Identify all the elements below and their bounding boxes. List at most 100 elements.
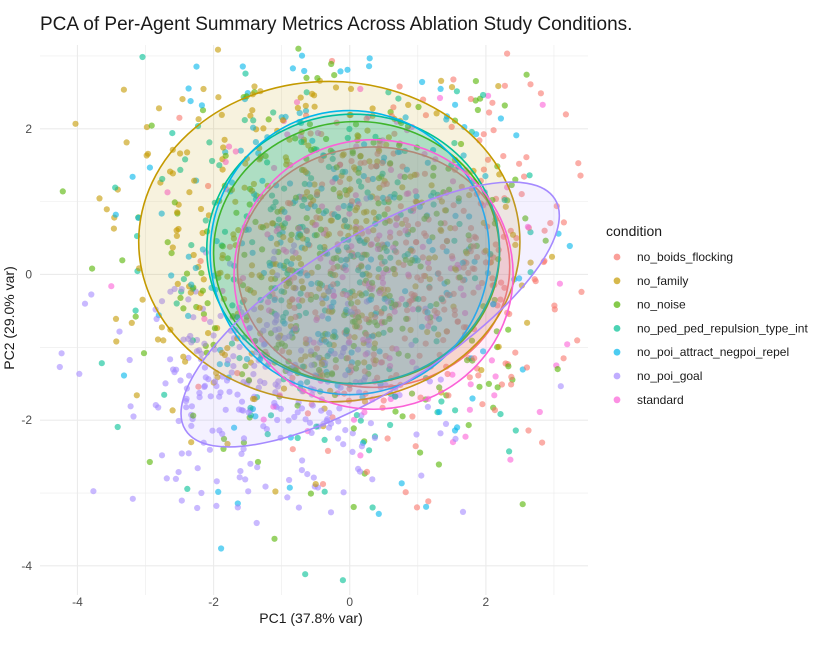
scatter-point: [539, 101, 546, 108]
scatter-point: [577, 172, 584, 179]
scatter-point: [112, 315, 120, 322]
scatter-point: [326, 424, 333, 431]
legend-label-no-family: no_family: [637, 274, 688, 288]
scatter-point: [444, 278, 451, 285]
scatter-point: [220, 144, 227, 151]
scatter-point: [433, 338, 440, 345]
scatter-point: [464, 357, 471, 364]
y-tick-label: 0: [25, 267, 32, 281]
scatter-point: [281, 208, 288, 215]
scatter-point: [379, 279, 387, 287]
scatter-point: [240, 446, 247, 453]
scatter-point: [184, 485, 191, 492]
scatter-point: [303, 215, 310, 222]
x-tick-label: 0: [346, 595, 353, 609]
scatter-point: [288, 231, 295, 238]
scatter-point: [262, 153, 269, 160]
scatter-point: [164, 189, 171, 196]
scatter-point: [209, 427, 216, 434]
scatter-point: [369, 333, 376, 340]
scatter-point: [391, 271, 399, 278]
scatter-point: [325, 231, 332, 238]
scatter-point: [168, 250, 175, 257]
scatter-point: [295, 45, 302, 52]
scatter-point: [192, 264, 199, 272]
scatter-point: [435, 461, 442, 468]
scatter-point: [210, 341, 217, 348]
scatter-point: [363, 115, 370, 122]
scatter-point: [294, 409, 301, 416]
scatter-point: [281, 320, 288, 327]
scatter-point: [202, 374, 209, 381]
scatter-point: [302, 102, 309, 109]
scatter-point: [264, 159, 271, 166]
scatter-point: [516, 160, 523, 167]
scatter-point: [267, 206, 274, 213]
scatter-point: [301, 245, 308, 252]
scatter-point: [217, 389, 224, 396]
scatter-point: [329, 414, 336, 421]
scatter-point: [177, 294, 184, 301]
scatter-point: [395, 95, 402, 102]
scatter-point: [123, 139, 130, 146]
scatter-point: [284, 215, 291, 222]
scatter-point: [279, 117, 286, 124]
scatter-point: [139, 53, 146, 61]
scatter-point: [250, 117, 257, 124]
scatter-point: [407, 173, 414, 180]
scatter-point: [452, 407, 459, 414]
scatter-point: [205, 182, 212, 190]
scatter-point: [353, 204, 361, 211]
scatter-point: [219, 349, 226, 356]
scatter-point: [164, 239, 171, 246]
scatter-point: [323, 135, 330, 143]
scatter-point: [365, 364, 373, 371]
scatter-point: [390, 104, 397, 111]
scatter-point: [330, 255, 337, 262]
scatter-point: [239, 371, 246, 378]
scatter-point: [507, 456, 514, 463]
scatter-point: [195, 116, 202, 123]
scatter-point: [254, 458, 262, 466]
scatter-point: [363, 236, 370, 243]
scatter-point: [199, 107, 207, 114]
scatter-point: [334, 213, 341, 221]
scatter-point: [519, 501, 526, 508]
scatter-point: [485, 380, 492, 387]
scatter-point: [119, 257, 126, 264]
scatter-point: [333, 164, 340, 171]
scatter-point: [354, 308, 361, 315]
scatter-point: [318, 203, 326, 210]
scatter-point: [196, 394, 203, 401]
scatter-point: [248, 187, 256, 194]
scatter-point: [431, 325, 438, 332]
scatter-point: [495, 83, 502, 90]
legend: condition no_boids_flocking no_family no_n…: [606, 223, 808, 407]
scatter-point: [361, 409, 368, 416]
scatter-point: [132, 307, 139, 314]
scatter-point: [360, 336, 367, 343]
scatter-point: [430, 172, 437, 179]
scatter-point: [176, 114, 183, 121]
scatter-point: [449, 371, 456, 378]
scatter-point: [252, 218, 259, 225]
scatter-point: [386, 315, 393, 322]
scatter-point: [342, 187, 349, 194]
scatter-point: [187, 98, 194, 105]
scatter-point: [349, 448, 356, 455]
scatter-point: [197, 258, 204, 265]
scatter-point: [467, 225, 475, 232]
scatter-point: [508, 181, 515, 189]
scatter-point: [270, 255, 277, 262]
scatter-point: [423, 213, 430, 220]
chart-title: PCA of Per-Agent Summary Metrics Across …: [40, 14, 633, 35]
scatter-point: [328, 303, 335, 310]
scatter-point: [467, 95, 474, 103]
scatter-point: [268, 276, 275, 283]
scatter-point: [163, 475, 170, 482]
scatter-point: [403, 166, 410, 173]
confidence-ellipse-no-poi-attract-negpoi-repel: [209, 109, 491, 396]
scatter-point: [314, 129, 321, 137]
scatter-point: [351, 292, 358, 299]
scatter-point: [193, 63, 200, 70]
